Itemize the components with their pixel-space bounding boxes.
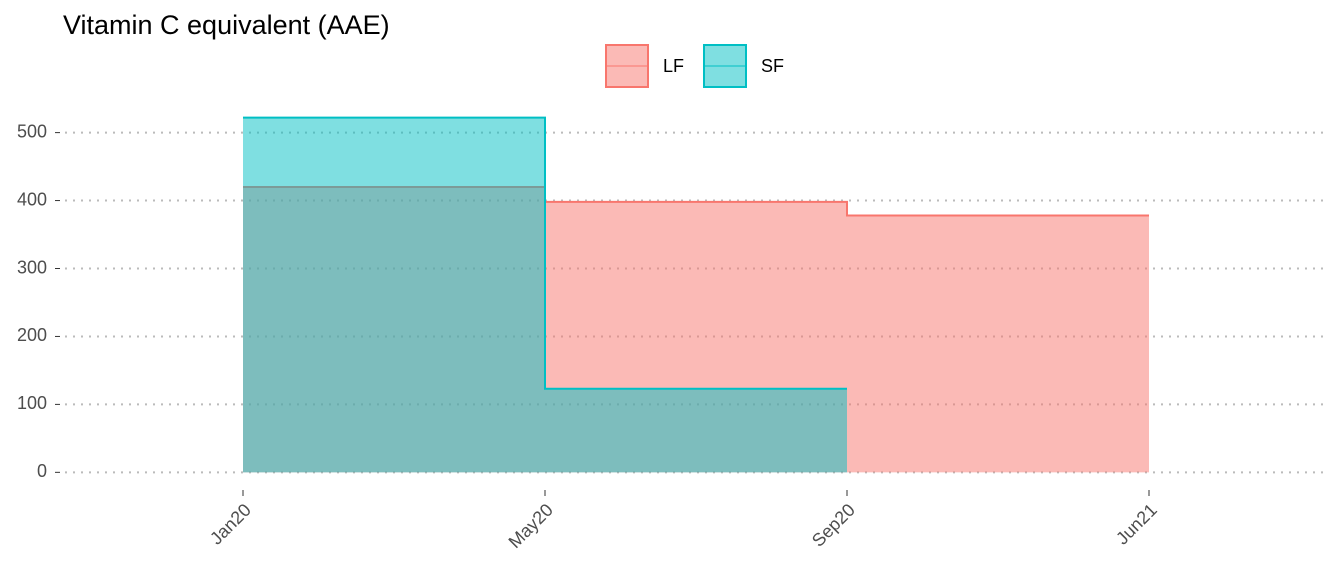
y-tick-label: 200	[17, 325, 47, 345]
y-tick-label: 100	[17, 393, 47, 413]
legend-label: LF	[663, 56, 684, 76]
chart-title: Vitamin C equivalent (AAE)	[63, 10, 390, 40]
x-tick-label: May20	[505, 500, 557, 552]
legend-label: SF	[761, 56, 784, 76]
x-tick-label: Jan20	[206, 500, 255, 549]
y-tick-label: 300	[17, 257, 47, 277]
y-tick-label: 500	[17, 121, 47, 141]
x-tick-label: Sep20	[808, 500, 859, 551]
y-tick-label: 0	[37, 461, 47, 481]
x-tick-label: Jun21	[1112, 500, 1161, 549]
step-line	[243, 116, 847, 390]
y-tick-label: 400	[17, 189, 47, 209]
